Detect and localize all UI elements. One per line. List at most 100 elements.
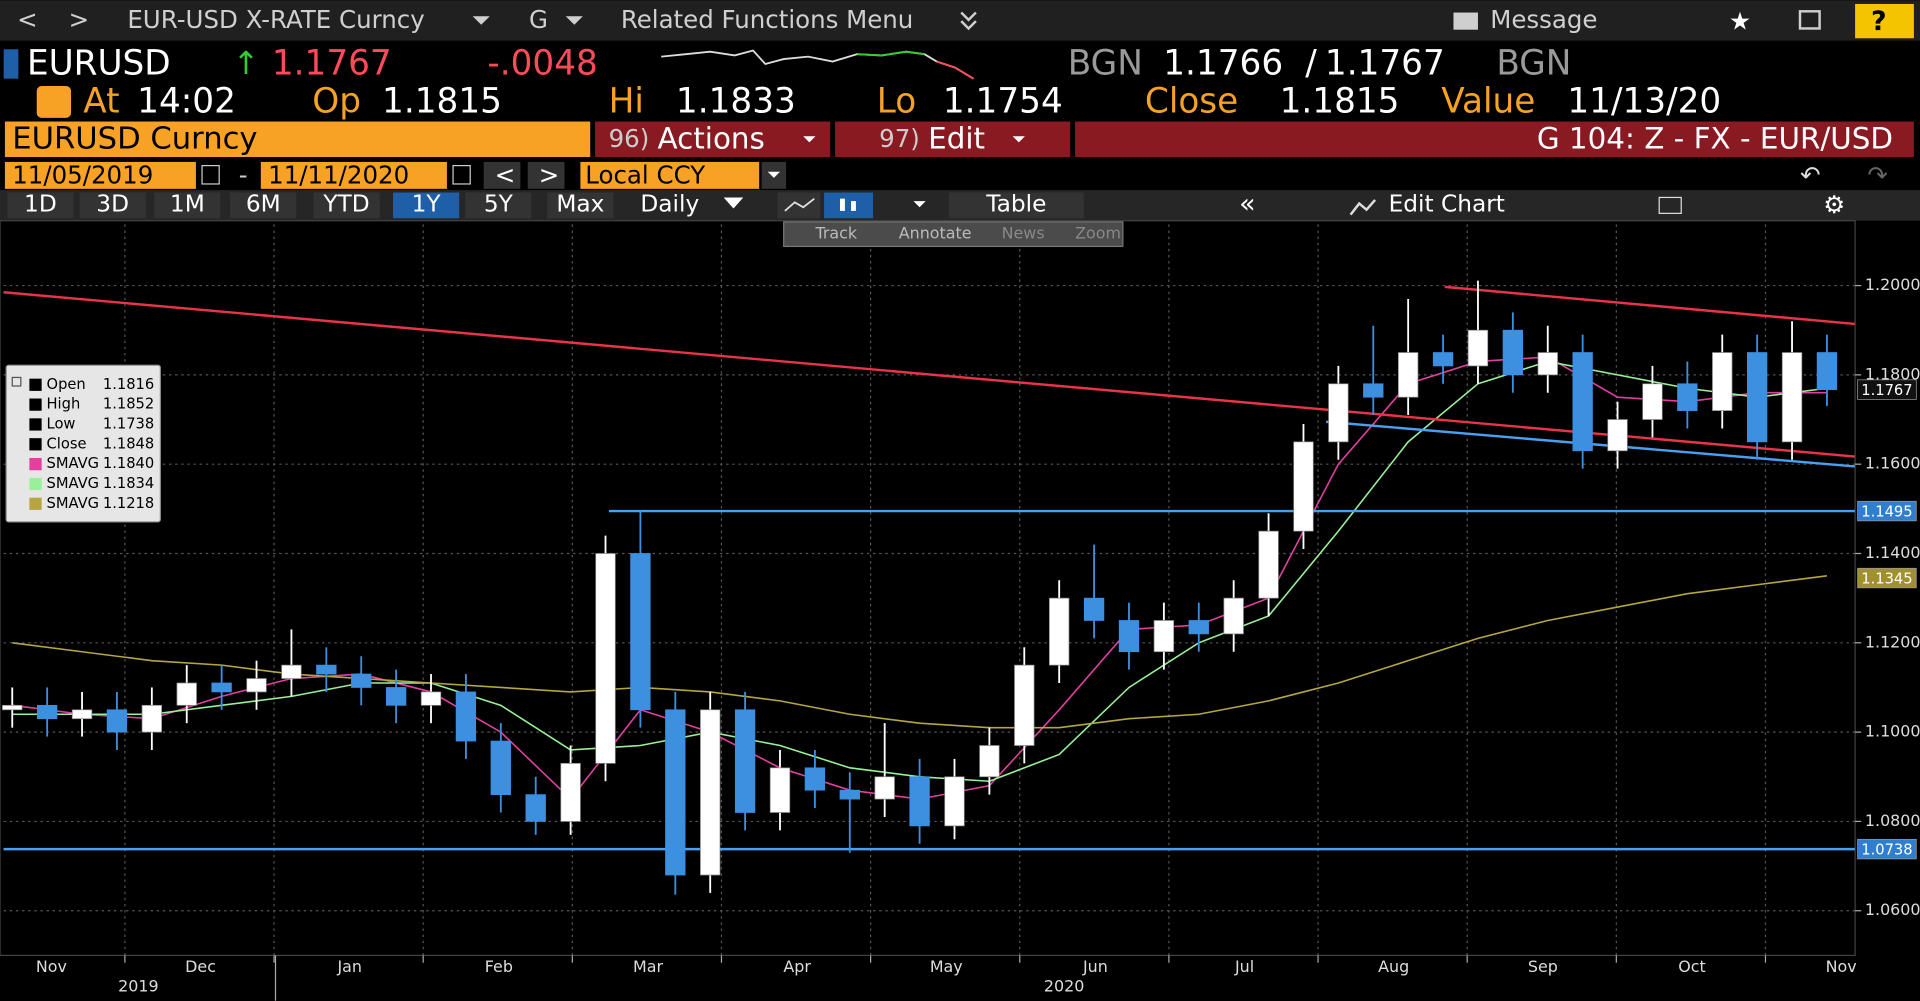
label: Hi: [609, 82, 644, 122]
dropdown-icon: [1012, 136, 1025, 143]
x-tick-label: Mar: [633, 957, 663, 976]
period-button[interactable]: [547, 192, 614, 219]
toolbar: [0, 0, 1920, 41]
start-date-field[interactable]: [4, 161, 196, 189]
period-button[interactable]: [393, 192, 460, 219]
period-label[interactable]: 1Y: [412, 190, 442, 217]
period-label[interactable]: 3D: [96, 190, 129, 217]
end-date[interactable]: 11/11/2020: [268, 161, 409, 190]
edit-label[interactable]: Edit: [928, 121, 985, 155]
candle-body: [630, 553, 651, 711]
price-label-box: [1857, 500, 1917, 522]
next-button[interactable]: [527, 161, 565, 189]
candle-body: [734, 709, 756, 813]
chart-tools: [783, 221, 1124, 248]
edit-chart[interactable]: Edit Chart: [1389, 190, 1505, 217]
draw-icon[interactable]: [1658, 196, 1682, 214]
period-label[interactable]: 1D: [24, 190, 57, 217]
x-tick-label: Jul: [1234, 957, 1254, 976]
prev-button[interactable]: [483, 161, 521, 189]
tool-label[interactable]: Zoom: [1075, 224, 1121, 243]
tool-label[interactable]: Annotate: [899, 224, 972, 243]
legend-swatch: [29, 477, 42, 491]
candle-button[interactable]: [824, 192, 874, 219]
currency-field[interactable]: [580, 161, 760, 189]
menu-number: 96): [609, 124, 650, 153]
calendar-icon[interactable]: [452, 164, 471, 185]
actions-menu[interactable]: [595, 121, 831, 158]
frequency[interactable]: Daily: [640, 190, 699, 217]
candle-body: [246, 678, 267, 693]
tool-label[interactable]: Track: [815, 224, 858, 243]
star-icon[interactable]: ★: [1729, 6, 1751, 35]
candle-body: [804, 767, 826, 791]
related-menu[interactable]: Related Functions Menu: [621, 5, 914, 34]
legend-name: SMAVG: [47, 475, 100, 492]
period-button[interactable]: [79, 192, 146, 219]
period-label[interactable]: Max: [556, 190, 604, 217]
window-icon[interactable]: [1798, 10, 1821, 30]
period-label[interactable]: 6M: [246, 190, 281, 217]
end-date-field[interactable]: [260, 161, 447, 189]
table-button[interactable]: [948, 192, 1084, 219]
message-button[interactable]: Message: [1490, 5, 1597, 34]
period-button[interactable]: [7, 192, 74, 219]
edit-menu[interactable]: [835, 121, 1071, 158]
tool-label[interactable]: News: [1002, 224, 1045, 243]
candle-body: [1258, 530, 1279, 599]
candle-body: [944, 776, 965, 827]
legend-swatch: [29, 497, 42, 510]
y-tick-label: 1.1000: [1865, 722, 1920, 741]
sma-line: [12, 575, 1828, 729]
period-button[interactable]: [465, 192, 532, 219]
prev-label[interactable]: <: [495, 161, 516, 190]
period-label[interactable]: YTD: [322, 190, 369, 217]
redo-icon[interactable]: ↷: [1867, 161, 1888, 190]
net-change: -.0048: [487, 44, 597, 84]
period-label[interactable]: 1M: [170, 190, 205, 217]
help-button[interactable]: ?: [1871, 6, 1887, 37]
table-label[interactable]: Table: [985, 190, 1046, 217]
security-field[interactable]: EUR-USD X-RATE Curncy: [127, 5, 424, 34]
year-label: 2019: [118, 977, 158, 996]
legend-collapse[interactable]: [11, 376, 22, 387]
dash: -: [239, 161, 248, 190]
x-tick-label: Apr: [783, 957, 811, 976]
period-button[interactable]: [230, 192, 297, 219]
back-button[interactable]: <: [17, 5, 38, 34]
start-date[interactable]: 11/05/2019: [12, 161, 153, 190]
legend-value: 1.1848: [103, 435, 154, 452]
x-tick-label: Nov: [36, 957, 67, 976]
undo-icon[interactable]: ↶: [1800, 161, 1821, 190]
mail-icon: [1453, 12, 1478, 30]
next-label[interactable]: >: [539, 161, 560, 190]
period-label[interactable]: 5Y: [484, 190, 514, 217]
help-box[interactable]: [1855, 3, 1914, 39]
period-button[interactable]: [313, 192, 380, 219]
candle-body: [595, 553, 616, 764]
launch-field[interactable]: G: [529, 5, 548, 34]
forward-button[interactable]: >: [69, 5, 90, 34]
label: Op: [312, 82, 361, 122]
value-date: 11/13/20: [1567, 82, 1721, 122]
price-label-box: [1857, 838, 1917, 860]
candle-body: [1746, 352, 1768, 443]
gauge-icon: [36, 86, 72, 118]
price-label: 1.1767: [1861, 382, 1912, 399]
candle-icon: [851, 201, 856, 211]
x-tick-label: Sep: [1528, 957, 1558, 976]
label: At: [83, 82, 119, 122]
period-button[interactable]: [154, 192, 221, 219]
x-tick-label: Dec: [185, 957, 216, 976]
candle-body: [1572, 352, 1593, 452]
settings-icon[interactable]: ⚙: [1823, 190, 1845, 219]
legend-value: 1.1834: [103, 475, 154, 492]
open: 1.1815: [382, 82, 502, 122]
currency[interactable]: Local CCY: [585, 161, 705, 190]
actions-label[interactable]: Actions: [658, 121, 765, 155]
legend-name: Open: [47, 376, 86, 393]
collapse-icon[interactable]: «: [1239, 188, 1255, 219]
y-tick-label: 1.1600: [1865, 454, 1920, 473]
calendar-icon[interactable]: [201, 164, 220, 185]
